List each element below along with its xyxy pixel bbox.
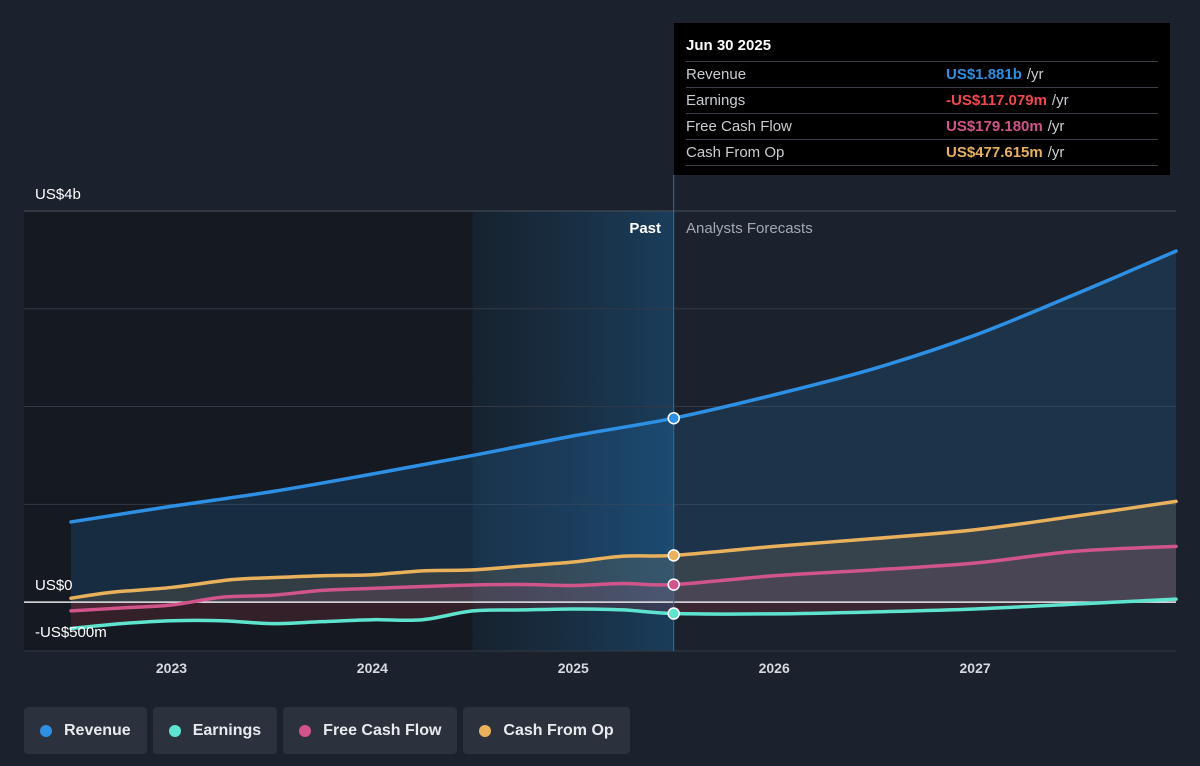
marker-revenue — [667, 411, 680, 425]
legend-item-earnings[interactable]: Earnings — [152, 707, 278, 754]
y-tick-label: US$0 — [35, 577, 73, 594]
tooltip-row-label: Free Cash Flow — [686, 118, 792, 135]
series-markers — [667, 411, 680, 620]
highlight-band — [472, 211, 674, 651]
legend-item-free-cash-flow[interactable]: Free Cash Flow — [283, 707, 458, 754]
y-tick-label: -US$500m — [35, 624, 107, 641]
x-axis-labels: 2023 2024 2025 2026 2027 — [156, 660, 991, 676]
legend-dot-icon — [299, 724, 312, 737]
marker-free-cash-flow — [667, 578, 680, 591]
grid-lines — [24, 210, 1176, 652]
legend-label: Revenue — [64, 721, 131, 739]
tooltip-row-unit: /yr — [1026, 66, 1044, 83]
x-tick-label: 2027 — [960, 660, 991, 676]
tooltip-row-value: -US$117.079m — [946, 92, 1047, 109]
tooltip-row-value: US$179.180m — [946, 118, 1043, 135]
y-tick-label: US$4b — [35, 186, 81, 203]
legend-dot-icon — [168, 724, 181, 737]
x-tick-label: 2026 — [759, 660, 790, 676]
forecast-label: Analysts Forecasts — [686, 220, 813, 237]
tooltip-panel: Jun 30 2025 Revenue US$1.881b/yr Earnings -… — [674, 23, 1170, 175]
series-lines — [69, 249, 1178, 631]
area-free-cash-flow — [71, 546, 1176, 611]
legend: Revenue Earnings Free Cash Flow Cash From O… — [24, 707, 630, 754]
marker-cash-from-op — [667, 549, 680, 562]
area-earnings — [71, 599, 1176, 629]
past-label: Past — [629, 220, 661, 237]
legend-label: Cash From Op — [503, 721, 614, 739]
line-cash-from-op — [69, 499, 1178, 600]
tooltip-row-unit: /yr — [1047, 118, 1065, 135]
legend-item-revenue[interactable]: Revenue — [24, 707, 147, 754]
line-revenue — [69, 249, 1178, 524]
tooltip-row-unit: /yr — [1047, 144, 1065, 161]
tooltip-row-value: US$1.881b — [946, 66, 1022, 83]
x-tick-label: 2025 — [558, 660, 589, 676]
tooltip-row-unit: /yr — [1051, 92, 1069, 109]
legend-dot-icon — [40, 724, 52, 737]
line-free-cash-flow — [69, 544, 1178, 613]
legend-label: Free Cash Flow — [323, 721, 442, 739]
legend-item-cash-from-op[interactable]: Cash From Op — [463, 707, 630, 754]
tooltip-row: Revenue US$1.881b/yr — [686, 62, 1158, 88]
tooltip-row-label: Revenue — [686, 66, 747, 83]
tooltip-row-label: Cash From Op — [686, 144, 785, 161]
line-earnings — [69, 597, 1178, 631]
tooltip-row: Cash From Op US$477.615m/yr — [686, 140, 1158, 166]
legend-dot-icon — [479, 724, 492, 737]
x-tick-label: 2024 — [357, 660, 388, 676]
tooltip-rows: Revenue US$1.881b/yr Earnings -US$117.079m /… — [686, 62, 1158, 166]
marker-earnings — [667, 607, 680, 620]
tooltip-row: Earnings -US$117.079m/yr — [686, 88, 1158, 114]
chart-svg: US$4b US$0 -US$500m 2023 2024 2025 2026 2027 P… — [24, 175, 1178, 676]
area-revenue — [71, 251, 1176, 603]
tooltip-row-value: US$477.615m — [946, 144, 1043, 161]
tooltip-date: Jun 30 2025 — [686, 35, 1158, 62]
legend-label: Earnings — [192, 721, 262, 739]
tooltip-row: Free Cash Flow US$179.180m/yr — [686, 114, 1158, 140]
tooltip-row-label: Earnings — [686, 92, 746, 109]
x-tick-label: 2023 — [156, 660, 187, 676]
y-axis-labels: US$4b US$0 -US$500m — [35, 186, 107, 641]
